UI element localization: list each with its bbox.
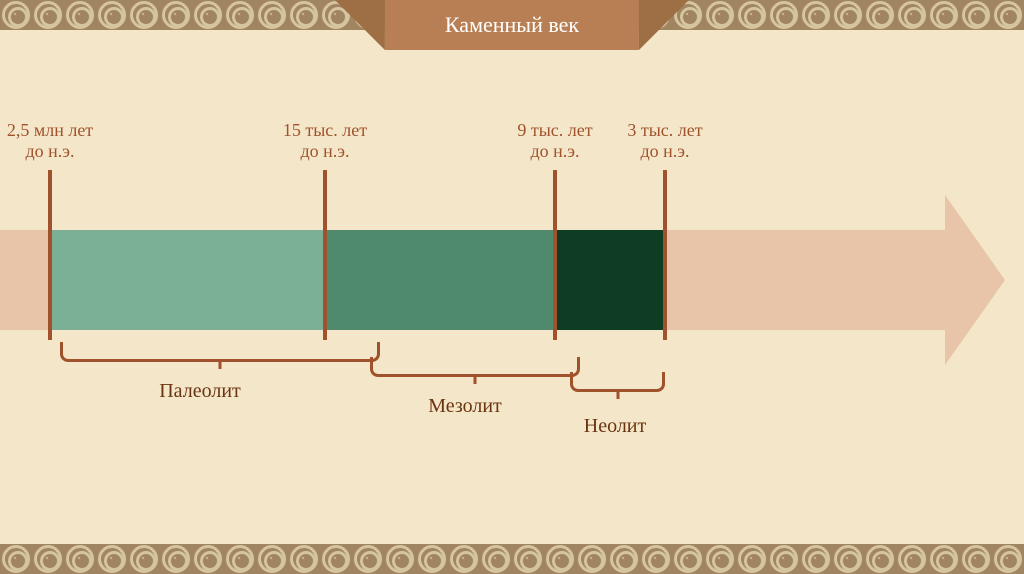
period-bracket bbox=[570, 372, 665, 392]
period-label: Мезолит bbox=[428, 395, 502, 418]
period-bracket bbox=[60, 342, 380, 362]
timeline-arrow-head bbox=[945, 195, 1005, 365]
tick-label: 15 тыс. летдо н.э. bbox=[283, 120, 367, 162]
tick-label: 2,5 млн летдо н.э. bbox=[7, 120, 93, 162]
tick-label-line1: 3 тыс. лет bbox=[627, 120, 702, 140]
tick-label: 9 тыс. летдо н.э. bbox=[517, 120, 592, 162]
timeline-segment bbox=[557, 230, 663, 330]
ribbon-right-edge bbox=[639, 0, 689, 50]
tick-mark bbox=[48, 170, 52, 340]
title-ribbon: Каменный век bbox=[335, 0, 689, 50]
tick-label-line1: 15 тыс. лет bbox=[283, 120, 367, 140]
period-label: Палеолит bbox=[159, 380, 241, 403]
tick-mark bbox=[553, 170, 557, 340]
tick-label-line2: до н.э. bbox=[7, 141, 93, 162]
ribbon-left-edge bbox=[335, 0, 385, 50]
tick-label-line2: до н.э. bbox=[283, 141, 367, 162]
tick-label-line1: 2,5 млн лет bbox=[7, 120, 93, 140]
tick-label: 3 тыс. летдо н.э. bbox=[627, 120, 702, 162]
tick-mark bbox=[323, 170, 327, 340]
period-bracket bbox=[370, 357, 580, 377]
timeline: 2,5 млн летдо н.э.15 тыс. летдо н.э.9 ты… bbox=[0, 120, 1024, 470]
decorative-border-bottom bbox=[0, 544, 1024, 574]
page-title: Каменный век bbox=[385, 0, 639, 50]
tick-mark bbox=[663, 170, 667, 340]
timeline-segment bbox=[52, 230, 323, 330]
tick-label-line2: до н.э. bbox=[627, 141, 702, 162]
tick-label-line2: до н.э. bbox=[517, 141, 592, 162]
timeline-segment bbox=[327, 230, 553, 330]
period-label: Неолит bbox=[584, 415, 646, 438]
tick-label-line1: 9 тыс. лет bbox=[517, 120, 592, 140]
